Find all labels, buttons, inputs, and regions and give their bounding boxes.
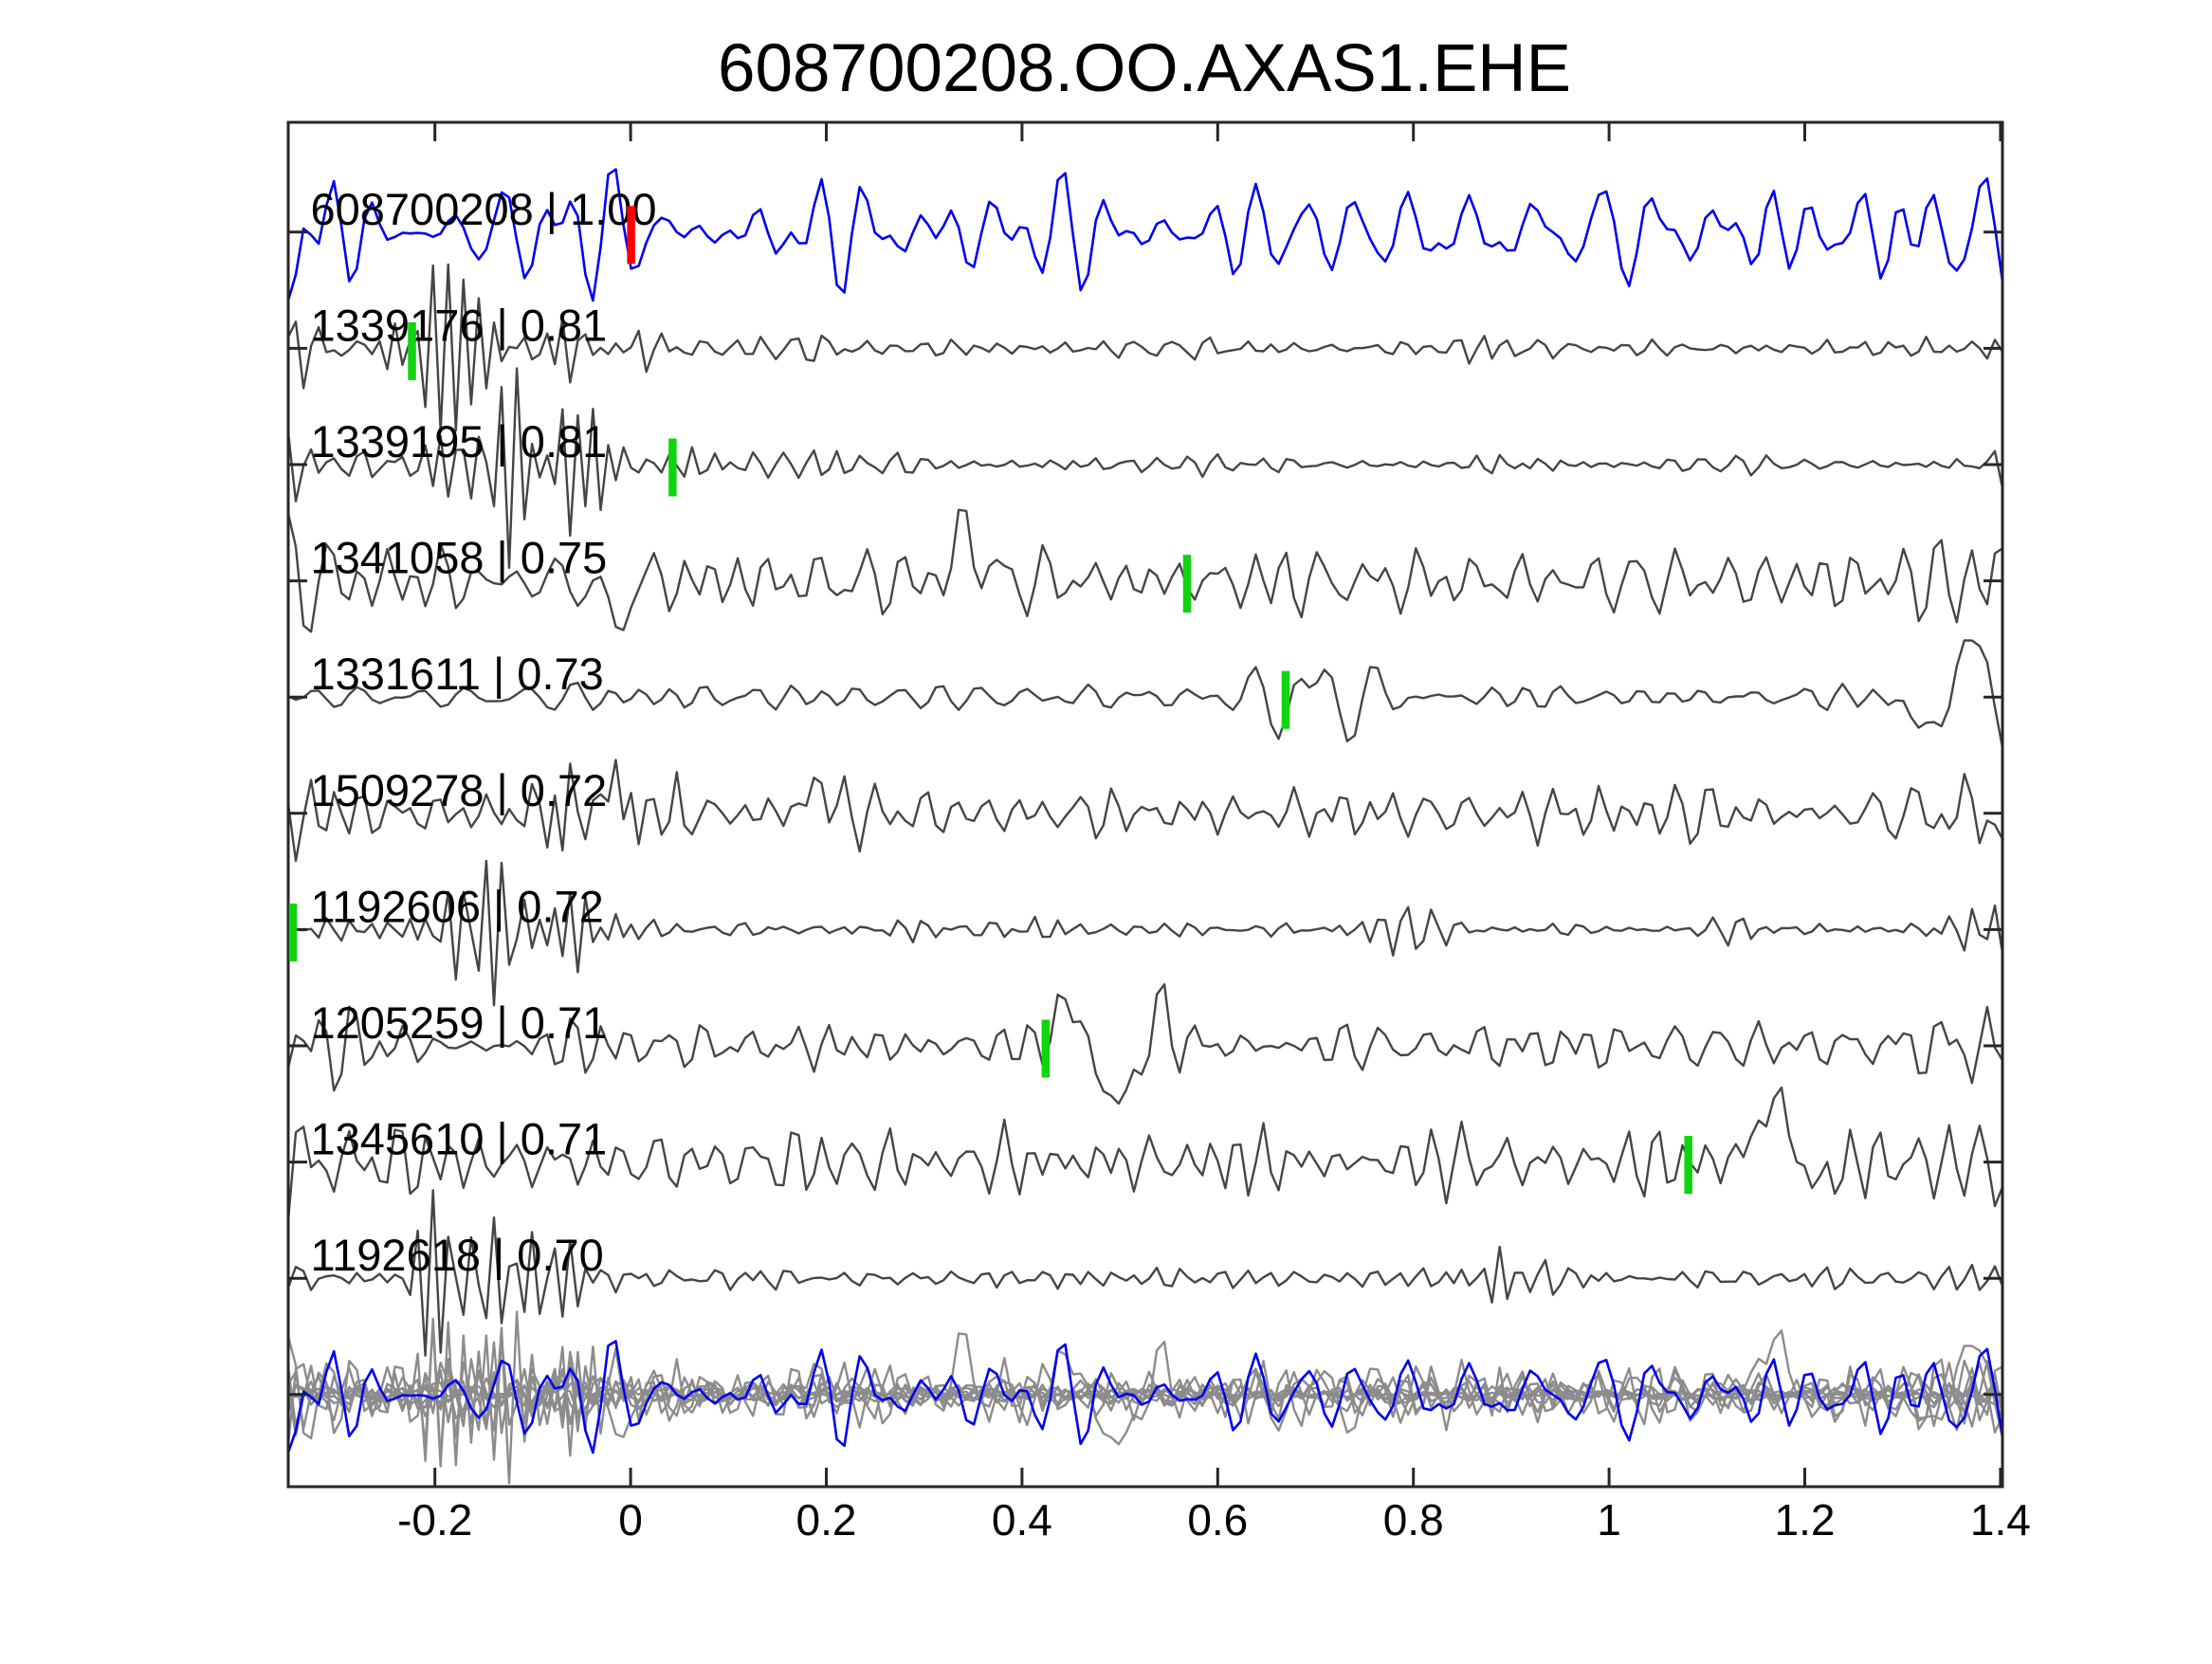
svg-text:1205259 | 0.71: 1205259 | 0.71: [311, 997, 608, 1048]
svg-text:1345610 | 0.71: 1345610 | 0.71: [311, 1114, 608, 1164]
svg-text:0.8: 0.8: [1383, 1495, 1444, 1545]
svg-text:608700208.OO.AXAS1.EHE: 608700208.OO.AXAS1.EHE: [718, 31, 1571, 106]
svg-text:0.6: 0.6: [1187, 1495, 1248, 1545]
svg-text:1339195 | 0.81: 1339195 | 0.81: [311, 416, 608, 466]
svg-text:-0.2: -0.2: [397, 1495, 472, 1545]
svg-text:1.2: 1.2: [1775, 1495, 1836, 1545]
svg-text:1331611 | 0.73: 1331611 | 0.73: [311, 649, 604, 699]
svg-text:1509278 | 0.72: 1509278 | 0.72: [311, 765, 608, 815]
svg-text:0.2: 0.2: [796, 1495, 857, 1545]
svg-text:1: 1: [1597, 1495, 1621, 1545]
svg-text:608700208 | 1.00: 608700208 | 1.00: [311, 184, 657, 234]
svg-text:1192606 | 0.72: 1192606 | 0.72: [311, 881, 604, 931]
svg-text:0.4: 0.4: [992, 1495, 1052, 1545]
svg-text:1.4: 1.4: [1970, 1495, 2031, 1545]
svg-text:1339176 | 0.81: 1339176 | 0.81: [311, 300, 608, 350]
svg-text:1341058 | 0.75: 1341058 | 0.75: [311, 533, 608, 583]
svg-text:0: 0: [618, 1495, 643, 1545]
svg-text:1192618 | 0.70: 1192618 | 0.70: [311, 1230, 604, 1280]
